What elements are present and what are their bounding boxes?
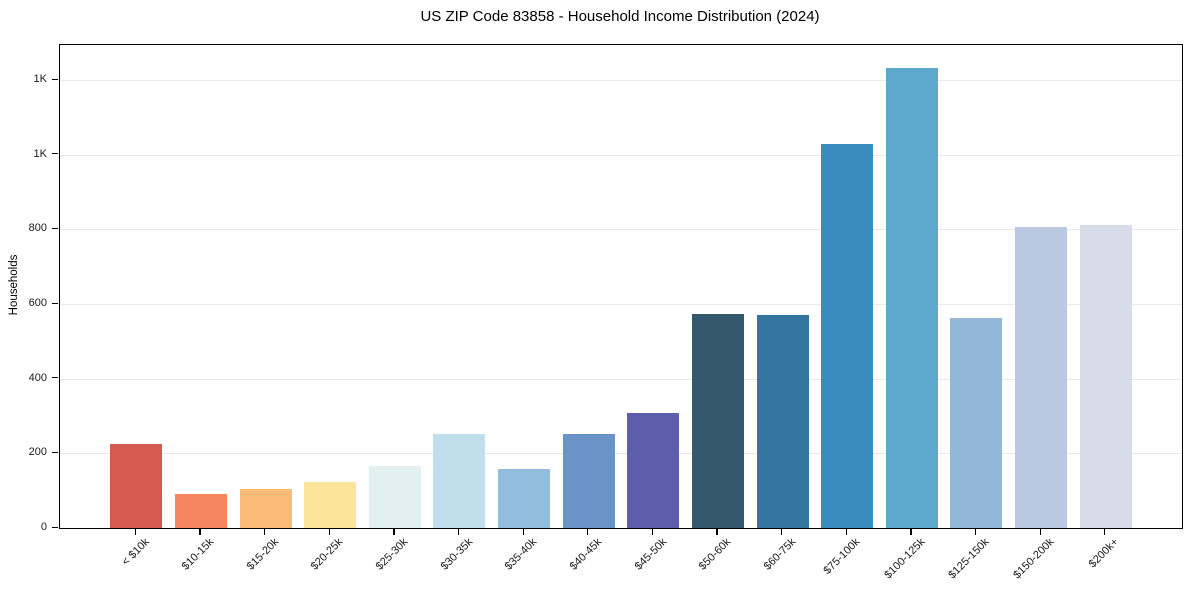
y-tick-label: 0 bbox=[40, 521, 47, 533]
x-tick-mark bbox=[199, 528, 201, 535]
x-tick-label: $125-150k bbox=[946, 536, 992, 582]
bar-35-40k bbox=[498, 469, 551, 528]
x-tick-label: $10-15k bbox=[179, 536, 217, 573]
x-tick-label: $35-40k bbox=[502, 536, 540, 573]
x-tick-label: $75-100k bbox=[821, 536, 863, 577]
x-tick-mark bbox=[457, 528, 460, 535]
bar-45-50k bbox=[627, 412, 680, 528]
y-tick-label: 400 bbox=[28, 371, 47, 384]
gridline bbox=[60, 453, 1182, 455]
plot-area bbox=[59, 44, 1183, 529]
gridline bbox=[60, 229, 1182, 231]
x-tick-label: $25-30k bbox=[373, 536, 411, 573]
y-tick-label: 200 bbox=[28, 446, 47, 459]
x-tick-mark bbox=[1104, 528, 1106, 535]
x-tick-mark bbox=[1039, 528, 1041, 535]
x-tick-label: $15-20k bbox=[244, 536, 282, 573]
x-tick-label: $150-200k bbox=[1011, 536, 1057, 582]
y-tick-mark bbox=[52, 377, 58, 379]
bar-125-150k bbox=[950, 317, 1003, 528]
bar-100-125k bbox=[885, 68, 938, 528]
x-tick-mark bbox=[134, 528, 136, 535]
bar-25-30k bbox=[368, 465, 421, 528]
bar-60-75k bbox=[756, 315, 809, 528]
y-tick-label: 600 bbox=[28, 297, 47, 310]
x-tick-mark bbox=[328, 528, 330, 535]
x-tick-mark bbox=[845, 528, 847, 535]
bar-15-20k bbox=[239, 489, 292, 528]
x-tick-mark bbox=[651, 528, 653, 535]
x-tick-label: $40-45k bbox=[567, 536, 605, 573]
y-tick-mark bbox=[52, 302, 58, 304]
x-tick-mark bbox=[264, 528, 266, 535]
x-tick-label: $30-35k bbox=[438, 536, 475, 573]
y-tick-mark bbox=[52, 153, 58, 155]
gridline bbox=[60, 154, 1182, 156]
bar-40-45k bbox=[562, 433, 615, 528]
x-tick-mark bbox=[781, 528, 783, 535]
x-tick-label: $20-25k bbox=[309, 536, 346, 573]
bar-10-15k bbox=[174, 494, 227, 528]
x-tick-mark bbox=[716, 528, 718, 535]
y-tick-label: 1K bbox=[33, 73, 47, 86]
x-tick-mark bbox=[393, 528, 395, 535]
y-tick-label: 1K bbox=[33, 147, 47, 160]
x-tick-mark bbox=[522, 528, 524, 535]
x-tick-label: $100-125k bbox=[882, 536, 928, 582]
x-tick-label: $50-60k bbox=[696, 536, 734, 573]
x-tick-mark bbox=[974, 528, 977, 535]
y-tick-label: 800 bbox=[28, 222, 47, 235]
gridline bbox=[60, 378, 1182, 380]
bar-75-100k bbox=[821, 143, 874, 528]
x-tick-label: $200k+ bbox=[1086, 536, 1122, 571]
bar-10k bbox=[110, 444, 163, 528]
x-tick-label: $45-50k bbox=[632, 536, 669, 573]
bar-30-35k bbox=[433, 433, 486, 528]
gridline bbox=[60, 80, 1182, 82]
y-tick-mark bbox=[52, 78, 58, 80]
x-tick-label: $60-75k bbox=[761, 536, 799, 573]
x-tick-mark bbox=[910, 528, 912, 535]
gridline bbox=[60, 304, 1182, 306]
x-tick-label: < $10k bbox=[119, 536, 152, 569]
bar-200k bbox=[1079, 224, 1132, 528]
y-tick-mark bbox=[52, 451, 58, 454]
y-tick-mark bbox=[52, 227, 58, 230]
chart-title: US ZIP Code 83858 - Household Income Dis… bbox=[420, 8, 820, 25]
bar-50-60k bbox=[691, 313, 744, 528]
x-tick-mark bbox=[587, 528, 589, 535]
bar-20-25k bbox=[304, 482, 357, 528]
y-tick-mark bbox=[52, 526, 58, 528]
bar-150-200k bbox=[1015, 227, 1068, 528]
